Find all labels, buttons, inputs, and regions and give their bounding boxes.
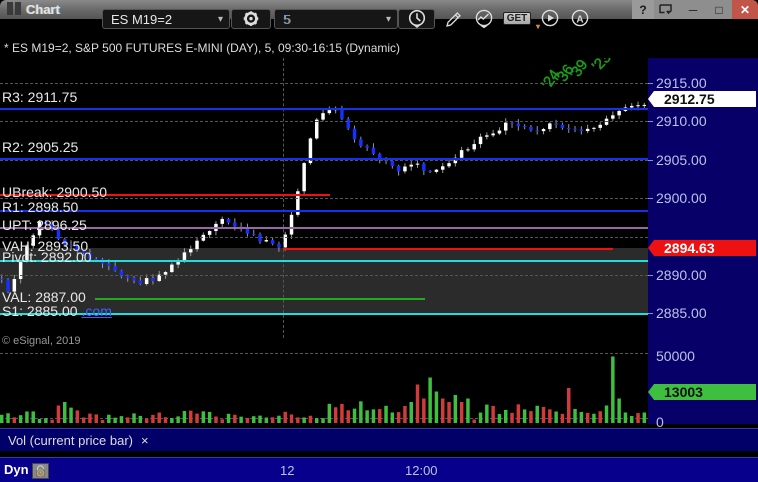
svg-text:A: A [576, 15, 583, 26]
svg-text:'23: '23 [589, 58, 615, 75]
